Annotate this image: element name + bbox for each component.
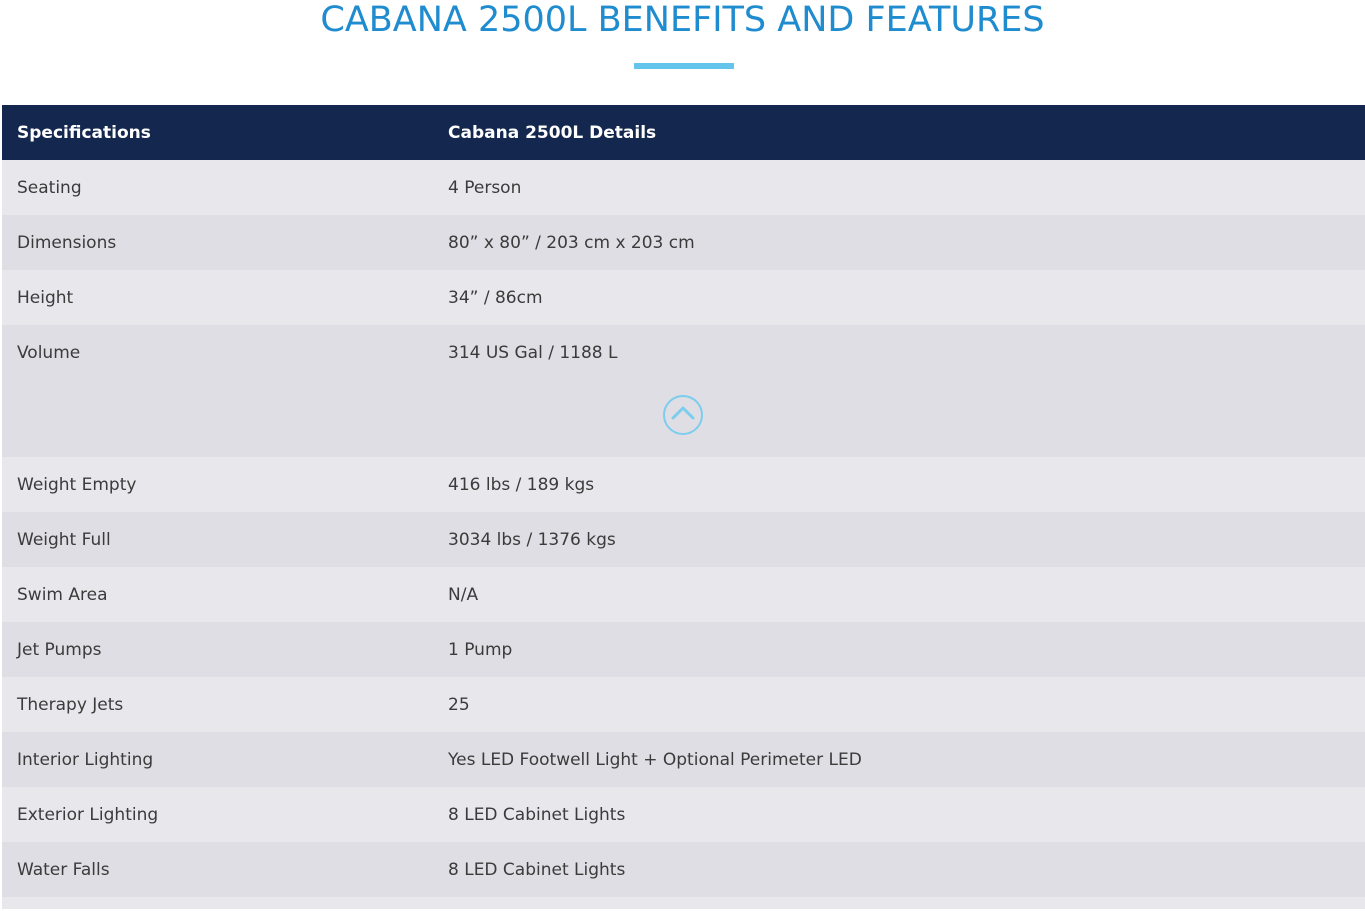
table-row: Interior Lighting Yes LED Footwell Light… <box>2 732 1365 787</box>
spec-label: Dimensions <box>17 232 117 253</box>
spec-label: Height <box>17 287 74 308</box>
specifications-table: Specifications Cabana 2500L Details Seat… <box>2 105 1365 909</box>
spec-value: 8 LED Cabinet Lights <box>448 859 626 880</box>
table-row: Therapy Jets 25 <box>2 677 1365 732</box>
table-row: Exterior Lighting 8 LED Cabinet Lights <box>2 787 1365 842</box>
scroll-to-top-button[interactable] <box>663 395 703 435</box>
spec-value: 80” x 80” / 203 cm x 203 cm <box>448 232 695 253</box>
spec-label: Interior Lighting <box>17 749 154 770</box>
spec-value: 34” / 86cm <box>448 287 543 308</box>
spec-label: Swim Area <box>17 584 108 605</box>
table-row: Volume 314 US Gal / 1188 L <box>2 325 1365 380</box>
table-row: Water Falls 8 LED Cabinet Lights <box>2 842 1365 897</box>
table-row: Weight Full 3034 lbs / 1376 kgs <box>2 512 1365 567</box>
title-underline <box>634 63 734 69</box>
spec-value: Yes LED Footwell Light + Optional Perime… <box>448 749 862 770</box>
spec-value: N/A <box>448 584 479 605</box>
header-details: Cabana 2500L Details <box>448 122 657 143</box>
spec-label: Volume <box>17 342 81 363</box>
table-row: Seating 4 Person <box>2 160 1365 215</box>
spec-label: Exterior Lighting <box>17 804 159 825</box>
spec-label: Therapy Jets <box>17 694 124 715</box>
spec-value: 4 Person <box>448 177 522 198</box>
spec-label: Seating <box>17 177 82 198</box>
chevron-up-icon <box>671 406 695 420</box>
table-row: Weight Empty 416 lbs / 189 kgs <box>2 457 1365 512</box>
table-row: Height 34” / 86cm <box>2 270 1365 325</box>
spec-value: 25 <box>448 694 470 715</box>
page-title: CABANA 2500L BENEFITS AND FEATURES <box>320 0 1045 40</box>
spec-label: Water Falls <box>17 859 110 880</box>
spec-label: Weight Full <box>17 529 111 550</box>
spec-value: 8 LED Cabinet Lights <box>448 804 626 825</box>
table-row: Dimensions 80” x 80” / 203 cm x 203 cm <box>2 215 1365 270</box>
spec-value: 3034 lbs / 1376 kgs <box>448 529 616 550</box>
table-row: Swim Area N/A <box>2 567 1365 622</box>
spec-value: 314 US Gal / 1188 L <box>448 342 618 363</box>
table-header-row: Specifications Cabana 2500L Details <box>2 105 1365 160</box>
scroll-top-row <box>2 380 1365 457</box>
header-specifications: Specifications <box>17 122 151 143</box>
table-row-partial <box>2 897 1365 909</box>
table-row: Jet Pumps 1 Pump <box>2 622 1365 677</box>
spec-label: Weight Empty <box>17 474 137 495</box>
spec-value: 1 Pump <box>448 639 513 660</box>
spec-value: 416 lbs / 189 kgs <box>448 474 595 495</box>
spec-label: Jet Pumps <box>17 639 102 660</box>
